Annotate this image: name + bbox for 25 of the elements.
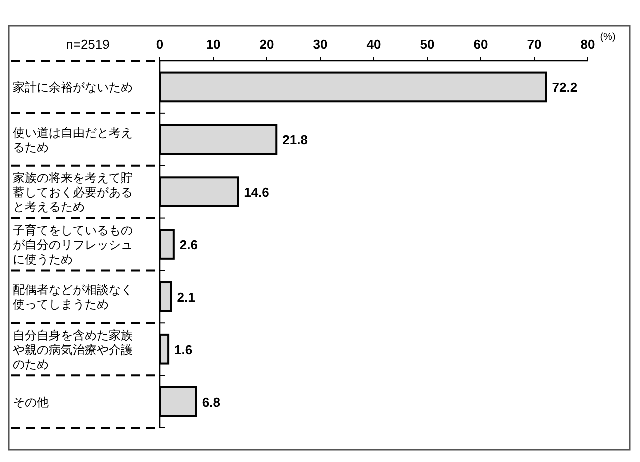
x-tick-label: 30 bbox=[313, 37, 328, 52]
y-tick-label: その他 bbox=[13, 395, 49, 410]
x-axis-title: (%) bbox=[600, 32, 616, 43]
data-label: 2.1 bbox=[177, 290, 196, 305]
y-tick-label: 家計に余裕がないため bbox=[13, 80, 133, 95]
y-tick-label: 家族の将来を考えて貯蓄しておく必要があると考えるため bbox=[13, 171, 133, 214]
y-tick-label: 配偶者などが相談なく使ってしまうため bbox=[13, 283, 133, 312]
x-tick-label: 10 bbox=[206, 37, 221, 52]
data-label: 1.6 bbox=[174, 342, 193, 358]
y-tick-label: 使い道は自由だと考えるため bbox=[13, 126, 133, 154]
data-label: 6.8 bbox=[202, 394, 220, 410]
data-label: 14.6 bbox=[244, 185, 270, 200]
data-label: 72.2 bbox=[552, 80, 578, 96]
text: n=2519 bbox=[66, 37, 110, 52]
data-label: 2.6 bbox=[180, 238, 198, 252]
x-tick-label: 0 bbox=[156, 37, 164, 52]
x-tick-label: 60 bbox=[474, 37, 488, 52]
x-tick-label: 20 bbox=[260, 37, 274, 52]
x-tick-label: 80 bbox=[580, 37, 596, 52]
y-tick-label: 子育てをしているものが自分のリフレッシュに使うため bbox=[13, 224, 133, 266]
x-tick-label: 50 bbox=[420, 37, 435, 52]
data-label: 21.8 bbox=[282, 132, 308, 148]
x-tick-label: 70 bbox=[527, 37, 542, 52]
y-tick-label: 自分自身を含めた家族や親の病気治療や介護のため bbox=[13, 328, 133, 372]
x-tick-label: 40 bbox=[366, 37, 382, 52]
